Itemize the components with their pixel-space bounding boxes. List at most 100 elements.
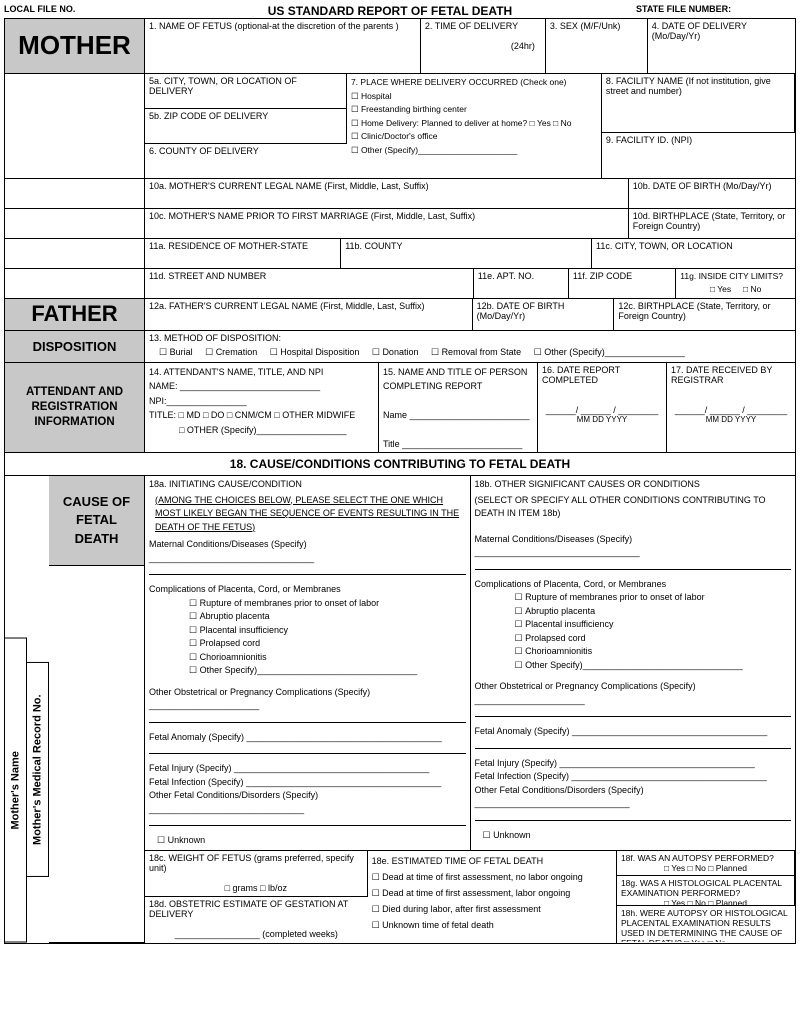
field-11f[interactable]: 11f. ZIP CODE (569, 269, 676, 299)
co[interactable]: Other Specify)__________________________… (515, 660, 743, 670)
fi-b[interactable]: Fetal Injury (Specify) _________________… (475, 757, 792, 771)
field-8[interactable]: 8. FACILITY NAME (If not institution, gi… (602, 74, 795, 133)
field-1[interactable]: 1. NAME OF FETUS (optional-at the discre… (145, 19, 421, 74)
finf-a[interactable]: Fetal Infection (Specify) ______________… (149, 776, 466, 790)
field-11c[interactable]: 11c. CITY, TOWN, OR LOCATION (592, 239, 795, 269)
co[interactable]: Placental insufficiency (515, 619, 614, 629)
field-11b[interactable]: 11b. COUNTY (341, 239, 592, 269)
of-b[interactable]: Other Fetal Conditions/Disorders (Specif… (475, 784, 792, 811)
field-10a[interactable]: 10a. MOTHER'S CURRENT LEGAL NAME (First,… (145, 179, 629, 209)
f18e-label: 18e. ESTIMATED TIME OF FETAL DEATH (372, 856, 544, 866)
field-11e[interactable]: 11e. APT. NO. (474, 269, 569, 299)
f14-other[interactable]: □ OTHER (Specify)__________________ (149, 425, 347, 435)
maternal-b[interactable]: Maternal Conditions/Diseases (Specify) _… (475, 533, 792, 560)
fa-b[interactable]: Fetal Anomaly (Specify) ________________… (475, 725, 792, 739)
field-2[interactable]: 2. TIME OF DELIVERY (24hr) (421, 19, 546, 74)
comp-b: Complications of Placenta, Cord, or Memb… (475, 578, 792, 592)
f15-name[interactable]: Name ________________________ (383, 410, 530, 420)
f18d-weeks[interactable]: _________________ (completed weeks) (149, 929, 364, 939)
field-18c[interactable]: 18c. WEIGHT OF FETUS (grams preferred, s… (145, 851, 368, 897)
co[interactable]: Prolapsed cord (189, 638, 260, 648)
otherobs-a[interactable]: Other Obstetrical or Pregnancy Complicat… (149, 686, 466, 713)
f18eo[interactable]: Died during labor, after first assessmen… (372, 904, 541, 914)
field-11d[interactable]: 11d. STREET AND NUMBER (145, 269, 474, 299)
cause-section: CAUSE OF FETAL DEATH (49, 476, 145, 566)
field-10d[interactable]: 10d. BIRTHPLACE (State, Territory, or Fo… (629, 209, 795, 239)
field-18f[interactable]: 18f. WAS AN AUTOPSY PERFORMED? □ Yes □ N… (617, 851, 795, 876)
f18g-opts[interactable]: □ Yes □ No □ Planned (621, 898, 790, 906)
field-3[interactable]: 3. SEX (M/F/Unk) (546, 19, 648, 74)
field-5b[interactable]: 5b. ZIP CODE OF DELIVERY (145, 109, 347, 144)
f7-opt[interactable]: Home Delivery: Planned to deliver at hom… (351, 118, 572, 128)
co[interactable]: Other Specify)__________________________… (189, 665, 417, 675)
f18eo[interactable]: Dead at time of first assessment, no lab… (372, 872, 583, 882)
field-7[interactable]: 7. PLACE WHERE DELIVERY OCCURRED (Check … (347, 74, 602, 179)
co[interactable]: Prolapsed cord (515, 633, 586, 643)
co[interactable]: Abruptio placenta (515, 606, 596, 616)
f13o[interactable]: Cremation (205, 347, 257, 357)
f18b-desc: (SELECT OR SPECIFY ALL OTHER CONDITIONS … (475, 495, 766, 519)
field-18a[interactable]: 18a. INITIATING CAUSE/CONDITION (AMONG T… (145, 476, 471, 851)
f13o[interactable]: Hospital Disposition (270, 347, 360, 357)
sp (5, 269, 145, 299)
field-6[interactable]: 6. COUNTY OF DELIVERY (145, 144, 347, 179)
f13o[interactable]: Burial (159, 347, 193, 357)
f7-opt[interactable]: Freestanding birthing center (351, 104, 467, 114)
f15-title[interactable]: Title ________________________ (383, 439, 522, 449)
field-10b[interactable]: 10b. DATE OF BIRTH (Mo/Day/Yr) (629, 179, 795, 209)
f18c-label: 18c. WEIGHT OF FETUS (grams preferred, s… (149, 853, 354, 873)
date-slots[interactable]: ______/ ______ / ________ (542, 405, 662, 415)
f14-name[interactable]: NAME: ____________________________ (149, 381, 320, 391)
co[interactable]: Rupture of membranes prior to onset of l… (515, 592, 705, 602)
field-11a[interactable]: 11a. RESIDENCE OF MOTHER-STATE (145, 239, 341, 269)
field-9[interactable]: 9. FACILITY ID. (NPI) (602, 133, 795, 179)
field-11g[interactable]: 11g. INSIDE CITY LIMITS? □ Yes □ No (676, 269, 795, 299)
field-16[interactable]: 16. DATE REPORT COMPLETED ______/ ______… (538, 363, 667, 453)
f7-opt[interactable]: Hospital (351, 91, 392, 101)
f13o[interactable]: Other (Specify)________________ (534, 347, 685, 357)
field-4[interactable]: 4. DATE OF DELIVERY (Mo/Day/Yr) (648, 19, 795, 74)
f13o[interactable]: Donation (372, 347, 419, 357)
fi-a[interactable]: Fetal Injury (Specify) _________________… (149, 762, 466, 776)
field-18g[interactable]: 18g. WAS A HISTOLOGICAL PLACENTAL EXAMIN… (617, 876, 795, 906)
unk-a[interactable]: Unknown (157, 835, 205, 845)
finf-b[interactable]: Fetal Infection (Specify) ______________… (475, 770, 792, 784)
f18c-opts[interactable]: □ grams □ lb/oz (149, 883, 363, 893)
field-14[interactable]: 14. ATTENDANT'S NAME, TITLE, AND NPI NAM… (145, 363, 379, 453)
fa-a[interactable]: Fetal Anomaly (Specify) ________________… (149, 731, 466, 745)
field-15[interactable]: 15. NAME AND TITLE OF PERSON COMPLETING … (379, 363, 538, 453)
date-slots[interactable]: ______/ ______ / ________ (671, 405, 791, 415)
form-container: MOTHER 1. NAME OF FETUS (optional-at the… (4, 18, 796, 944)
co[interactable]: Rupture of membranes prior to onset of l… (189, 598, 379, 608)
f18eo[interactable]: Dead at time of first assessment, labor … (372, 888, 571, 898)
co[interactable]: Abruptio placenta (189, 611, 270, 621)
field-5a[interactable]: 5a. CITY, TOWN, OR LOCATION OF DELIVERY (145, 74, 347, 109)
attendant-section: ATTENDANT AND REGISTRATION INFORMATION (5, 363, 145, 453)
field-18h[interactable]: 18h. WERE AUTOPSY OR HISTOLOGICAL PLACEN… (617, 906, 795, 943)
field-10c[interactable]: 10c. MOTHER'S NAME PRIOR TO FIRST MARRIA… (145, 209, 629, 239)
field-12b[interactable]: 12b. DATE OF BIRTH (Mo/Day/Yr) (473, 299, 615, 331)
field-13[interactable]: 13. METHOD OF DISPOSITION: Burial Cremat… (145, 331, 795, 363)
otherobs-b[interactable]: Other Obstetrical or Pregnancy Complicat… (475, 680, 792, 707)
unk-b[interactable]: Unknown (483, 830, 531, 840)
field-18b[interactable]: 18b. OTHER SIGNIFICANT CAUSES OR CONDITI… (471, 476, 796, 851)
co[interactable]: Chorioamnionitis (515, 646, 593, 656)
f13o[interactable]: Removal from State (431, 347, 521, 357)
f14-npi[interactable]: NPI:________________ (149, 396, 247, 406)
field-17[interactable]: 17. DATE RECEIVED BY REGISTRAR ______/ _… (667, 363, 795, 453)
field-12c[interactable]: 12c. BIRTHPLACE (State, Territory, or Fo… (614, 299, 795, 331)
field-12a[interactable]: 12a. FATHER'S CURRENT LEGAL NAME (First,… (145, 299, 473, 331)
f7-opt[interactable]: Other (Specify)_____________________ (351, 145, 517, 155)
co[interactable]: Chorioamnionitis (189, 652, 267, 662)
of-a[interactable]: Other Fetal Conditions/Disorders (Specif… (149, 789, 466, 816)
co[interactable]: Placental insufficiency (189, 625, 288, 635)
field-18e[interactable]: 18e. ESTIMATED TIME OF FETAL DEATH Dead … (368, 851, 617, 943)
maternal-a[interactable]: Maternal Conditions/Diseases (Specify) _… (149, 538, 466, 565)
sp (49, 566, 145, 943)
field-18d[interactable]: 18d. OBSTETRIC ESTIMATE OF GESTATION AT … (145, 897, 368, 943)
mother-spacer (5, 74, 145, 179)
f18f-opts[interactable]: □ Yes □ No □ Planned (621, 863, 790, 873)
f7-opt[interactable]: Clinic/Doctor's office (351, 131, 438, 141)
f14-title[interactable]: TITLE: □ MD □ DO □ CNM/CM □ OTHER MIDWIF… (149, 410, 355, 420)
f18eo[interactable]: Unknown time of fetal death (372, 920, 494, 930)
